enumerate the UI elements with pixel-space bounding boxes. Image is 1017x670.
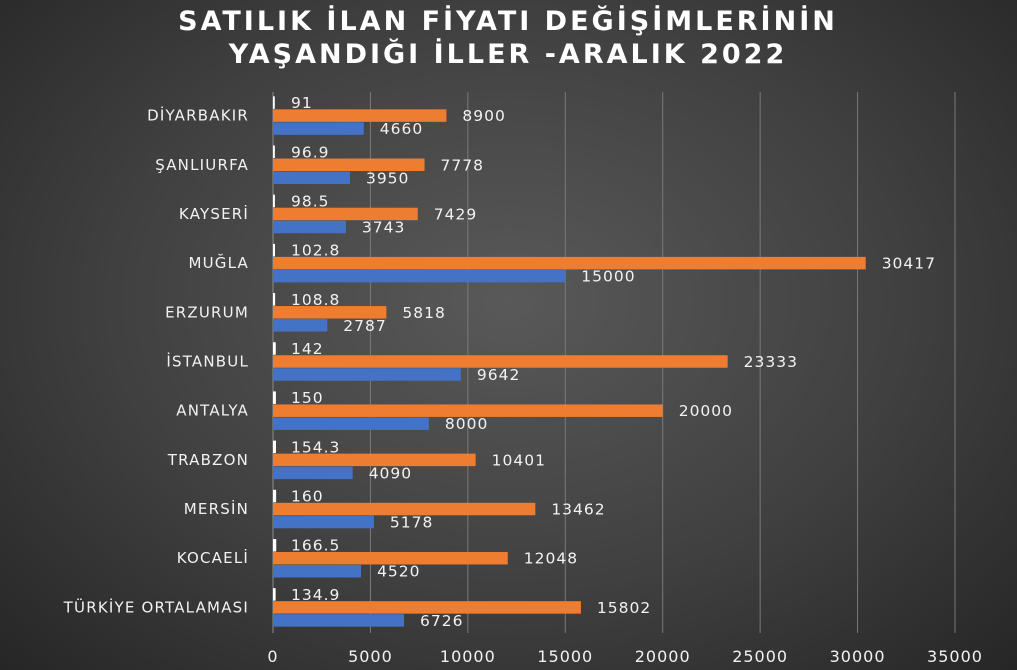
data-label: 96.9 [291, 143, 330, 161]
data-label: 15000 [581, 268, 635, 286]
data-label: 15802 [597, 599, 651, 617]
bar [273, 588, 276, 601]
bar [273, 368, 461, 381]
data-label: 23333 [744, 353, 798, 371]
data-label: 3950 [366, 169, 409, 187]
data-label: 142 [291, 340, 324, 358]
bar [273, 601, 581, 614]
category-label: ERZURUM [165, 303, 249, 321]
category-label: KOCAELİ [177, 548, 249, 567]
data-label: 13462 [551, 501, 605, 519]
bar [273, 269, 566, 283]
category-label: MUĞLA [188, 253, 249, 272]
x-tick-label: 15000 [537, 647, 593, 666]
data-label: 166.5 [291, 537, 340, 555]
category-label: TÜRKİYE ORTALAMASI [63, 597, 249, 616]
value-axis: 0 5000 10000 15000 20000 25000 30000 35000 [267, 647, 983, 666]
data-label: 5178 [390, 514, 433, 532]
bar [273, 109, 447, 122]
bar [273, 417, 429, 430]
data-label: 8900 [462, 107, 505, 125]
bar [273, 293, 276, 306]
bar [273, 391, 276, 404]
data-label: 3743 [362, 218, 405, 236]
data-label: 5818 [402, 304, 445, 322]
bar [273, 122, 364, 135]
bar [273, 538, 277, 552]
x-tick-label: 0 [267, 647, 278, 666]
x-tick-label: 10000 [440, 647, 496, 666]
bar [273, 515, 374, 529]
bar [273, 564, 362, 578]
category-label: İSTANBUL [166, 352, 249, 371]
chart-title-line-1: SATILIK İLAN FİYATI DEĞİŞİMLERİNİN [178, 5, 838, 37]
bar [273, 453, 476, 467]
bar [273, 489, 277, 503]
bar [273, 207, 418, 221]
bar [273, 404, 663, 417]
data-label: 7778 [441, 156, 484, 174]
x-tick-label: 30000 [830, 647, 886, 666]
x-tick-label: 20000 [635, 647, 691, 666]
bar [273, 194, 275, 208]
category-label: TRABZON [167, 451, 249, 469]
data-label: 30417 [882, 255, 936, 273]
data-label: 20000 [679, 402, 733, 420]
bar [273, 502, 536, 516]
category-axis: DİYARBAKIR ŞANLIURFA KAYSERİ MUĞLA ERZURUM İS… [63, 106, 249, 617]
bar [273, 551, 508, 565]
data-label: 2787 [343, 317, 386, 335]
bar [273, 306, 387, 319]
data-label: 102.8 [291, 242, 340, 260]
bar [273, 466, 353, 480]
bar [273, 319, 328, 332]
data-labels: 91 8900 4660 96.9 7778 3950 98.5 7429 3743 102.8 3… [291, 94, 936, 630]
data-label: 134.9 [291, 586, 340, 604]
bar [273, 220, 346, 234]
data-label: 4660 [380, 120, 423, 138]
bar [273, 355, 728, 368]
data-label: 8000 [445, 415, 488, 433]
bar [273, 342, 276, 355]
category-label: ANTALYA [176, 402, 249, 420]
bar [273, 145, 275, 159]
data-label: 6726 [420, 612, 463, 630]
data-label: 10401 [492, 451, 546, 469]
bar [273, 440, 277, 454]
data-label: 91 [291, 94, 313, 112]
bar [273, 96, 275, 109]
bar [273, 256, 866, 270]
data-label: 7429 [434, 205, 477, 223]
bar [273, 158, 425, 172]
bar [273, 243, 276, 257]
category-label: KAYSERİ [179, 204, 249, 223]
x-tick-label: 5000 [348, 647, 393, 666]
data-label: 108.8 [291, 291, 340, 309]
category-label: DİYARBAKIR [147, 106, 249, 125]
bar [273, 171, 350, 185]
category-label: ŞANLIURFA [155, 156, 249, 174]
category-label: MERSİN [184, 499, 249, 518]
data-label: 12048 [524, 550, 578, 568]
data-label: 150 [291, 389, 324, 407]
x-tick-label: 35000 [927, 647, 983, 666]
chart-title-line-2: YAŞANDIĞI İLLER -ARALIK 2022 [228, 38, 787, 70]
bars [273, 96, 866, 627]
data-label: 154.3 [291, 438, 340, 456]
data-label: 9642 [477, 366, 520, 384]
x-tick-label: 25000 [732, 647, 788, 666]
bar [273, 614, 405, 627]
data-label: 4090 [369, 464, 412, 482]
data-label: 4520 [377, 563, 420, 581]
data-label: 98.5 [291, 192, 330, 210]
data-label: 160 [291, 488, 324, 506]
